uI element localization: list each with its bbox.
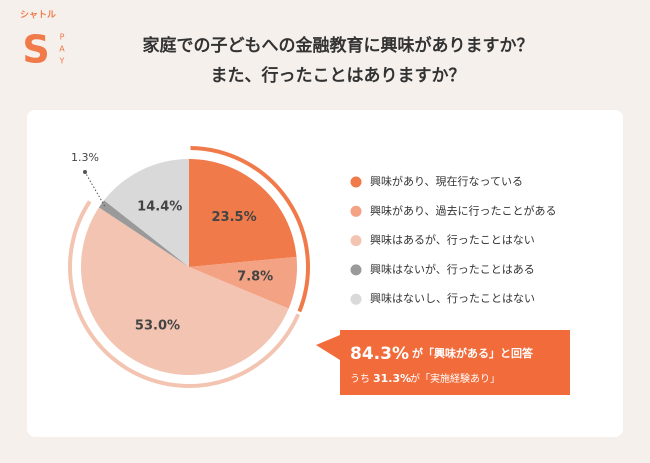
callout-box bbox=[340, 330, 570, 395]
chart-subtitle: また、行ったことはありますか？ bbox=[211, 65, 466, 86]
pie-slice bbox=[189, 256, 298, 309]
pie-slice bbox=[98, 200, 189, 267]
logo-pay: P bbox=[60, 33, 65, 42]
pie-slice bbox=[80, 207, 289, 375]
callout-total: 84.3% bbox=[350, 344, 409, 364]
chart-title: 家庭での子どもへの金融教育に興味がありますか？ bbox=[143, 35, 534, 56]
logo-pay: A bbox=[59, 45, 65, 54]
value-label: 1.3% bbox=[71, 151, 99, 164]
pie-slice bbox=[104, 159, 189, 267]
legend-label: 興味があり、過去に行ったことがある bbox=[370, 203, 557, 217]
logo-mark: S bbox=[22, 28, 49, 72]
legend-swatch bbox=[350, 264, 362, 276]
callout-text: が「興味がある」と回答 bbox=[412, 346, 534, 360]
leader-dot bbox=[83, 170, 87, 174]
legend-swatch bbox=[350, 176, 362, 188]
callout-sub-prefix: うち bbox=[350, 373, 370, 385]
leader-line bbox=[84, 171, 106, 207]
callout-sub-text: が「実施経験あり」 bbox=[410, 372, 500, 385]
logo-pay: Y bbox=[59, 57, 65, 66]
outer-arc bbox=[190, 146, 310, 313]
legend-label: 興味はないし、行ったことはない bbox=[370, 292, 535, 305]
callout-sub-value: 31.3% bbox=[373, 372, 411, 385]
value-label: 23.5% bbox=[212, 210, 257, 225]
legend-label: 興味はあるが、行ったことはない bbox=[370, 233, 535, 247]
legend-swatch bbox=[350, 205, 362, 217]
legend-label: 興味はないが、行ったことはある bbox=[370, 262, 535, 276]
outer-arc bbox=[68, 200, 301, 388]
callout-pointer bbox=[316, 335, 340, 360]
logo-brand: シャトル bbox=[20, 10, 56, 21]
legend-swatch bbox=[350, 293, 362, 305]
value-label: 7.8% bbox=[237, 270, 273, 285]
value-label: 14.4% bbox=[137, 199, 182, 214]
legend-swatch bbox=[350, 235, 362, 247]
pie-slice bbox=[189, 159, 297, 267]
value-label: 53.0% bbox=[135, 319, 180, 334]
legend-label: 興味があり、現在行なっている bbox=[370, 174, 523, 188]
